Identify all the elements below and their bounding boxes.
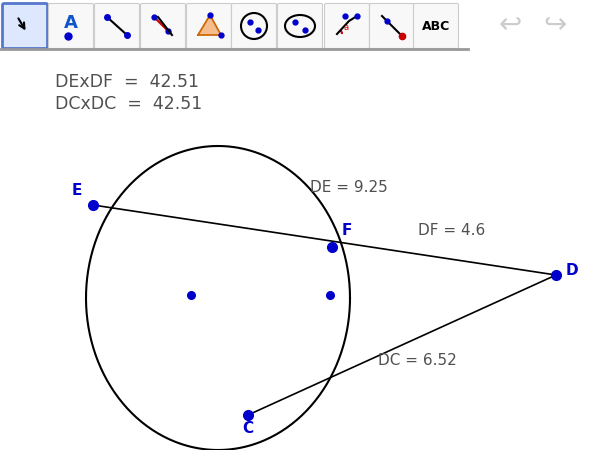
FancyBboxPatch shape bbox=[370, 4, 415, 49]
Text: E: E bbox=[72, 183, 82, 198]
Text: DF = 4.6: DF = 4.6 bbox=[418, 223, 485, 238]
Text: DC = 6.52: DC = 6.52 bbox=[378, 353, 457, 368]
Text: DCxDC  =  42.51: DCxDC = 42.51 bbox=[55, 95, 202, 113]
Text: DE = 9.25: DE = 9.25 bbox=[310, 180, 388, 195]
Text: ABC: ABC bbox=[422, 19, 450, 32]
FancyBboxPatch shape bbox=[2, 4, 47, 49]
Text: A: A bbox=[64, 14, 78, 32]
FancyBboxPatch shape bbox=[277, 4, 323, 49]
FancyBboxPatch shape bbox=[187, 4, 232, 49]
FancyBboxPatch shape bbox=[140, 4, 185, 49]
FancyBboxPatch shape bbox=[413, 4, 458, 49]
Text: ↩: ↩ bbox=[499, 10, 521, 38]
Text: a: a bbox=[344, 23, 349, 32]
Text: ↪: ↪ bbox=[544, 10, 566, 38]
FancyBboxPatch shape bbox=[232, 4, 277, 49]
FancyBboxPatch shape bbox=[325, 4, 370, 49]
Polygon shape bbox=[198, 15, 221, 35]
Text: D: D bbox=[566, 263, 578, 278]
FancyBboxPatch shape bbox=[49, 4, 94, 49]
Text: C: C bbox=[242, 421, 254, 436]
Text: F: F bbox=[342, 223, 352, 238]
Text: DExDF  =  42.51: DExDF = 42.51 bbox=[55, 73, 199, 91]
FancyBboxPatch shape bbox=[95, 4, 139, 49]
